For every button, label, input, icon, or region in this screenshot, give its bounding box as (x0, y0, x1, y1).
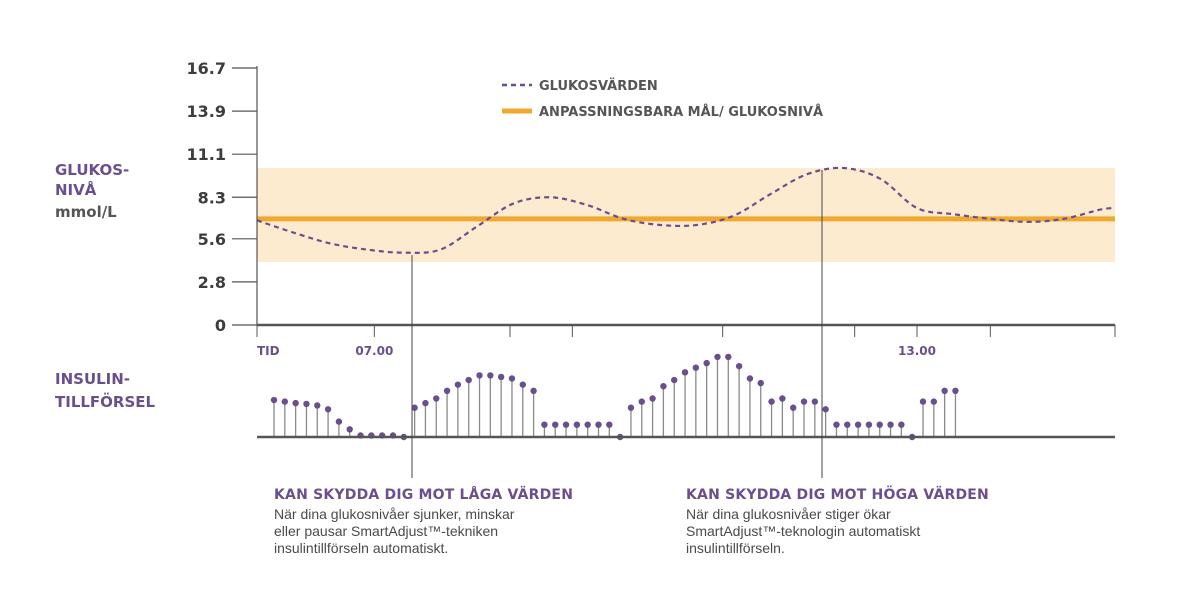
insulin-stem-dot (335, 418, 343, 425)
insulin-stem-dot (768, 398, 775, 405)
x-tick-label: 07.00 (355, 344, 393, 358)
insulin-stem-dot (595, 421, 602, 428)
legend-label-target: ANPASSNINGSBARA MÅL/ GLUKOSNIVÅ (539, 104, 823, 120)
insulin-stem-dot (833, 421, 840, 428)
legend-label-glucose: GLUKOSVÄRDEN (539, 78, 658, 94)
y-tick-label: 0 (215, 316, 226, 335)
insulin-stem-dot (433, 395, 440, 402)
insulin-stem-dot (497, 373, 505, 381)
annotation-high-line-3: insulintillförseln. (686, 540, 785, 556)
insulin-stem-dot (898, 421, 905, 428)
insulin-stem-dot (790, 404, 797, 411)
annotation-high: KAN SKYDDA DIG MOT HÖGA VÄRDEN När dina … (686, 487, 1046, 557)
legend: GLUKOSVÄRDEN ANPASSNINGSBARA MÅL/ GLUKOS… (502, 78, 823, 120)
insulin-stem-dot (443, 387, 451, 394)
insulin-stem-dot (930, 398, 938, 405)
y-tick-label: 5.6 (198, 230, 226, 249)
y-tick-label: 16.7 (187, 59, 226, 78)
insulin-title-line-1: INSULIN- (55, 370, 130, 388)
annotation-low-line-2: eller pausar SmartAdjust™-tekniken (274, 523, 499, 539)
insulin-stem-dot (714, 353, 721, 361)
insulin-stem-dot (854, 421, 862, 428)
insulin-stem-dot (865, 421, 873, 428)
annotation-low-line-3: insulintillförseln automatiskt. (274, 540, 449, 556)
x-tick-label: 13.00 (898, 344, 936, 358)
y-axis-unit: mmol/L (55, 203, 117, 221)
insulin-stem-dot (292, 399, 299, 407)
insulin-stem-dot (530, 387, 537, 394)
insulin-stem-dot (725, 353, 732, 361)
insulin-stem-dot (746, 375, 754, 382)
insulin-stem-dot (508, 375, 516, 382)
insulin-stem-dot (552, 421, 559, 428)
insulin-stem-dot (703, 359, 710, 367)
insulin-stem-dot (314, 402, 321, 409)
annotation-low-line-1: När dina glukosnivåer sjunker, minskar (274, 506, 515, 522)
insulin-stem-dot (671, 376, 678, 384)
insulin-stem-dot (303, 400, 310, 408)
y-axis-title-line-1: GLUKOS- (55, 161, 129, 179)
insulin-stem-dot (627, 404, 635, 411)
y-tick-label: 2.8 (198, 273, 226, 292)
insulin-stem-dot (411, 404, 418, 411)
insulin-stem-dot (941, 387, 948, 394)
annotation-low-title: KAN SKYDDA DIG MOT LÅGA VÄRDEN (274, 487, 574, 503)
insulin-stem-dot (573, 421, 581, 428)
insulin-stem-dot (519, 381, 526, 388)
insulin-stem-dot (800, 398, 808, 405)
insulin-stem-dot (584, 421, 591, 428)
insulin-stem-dot (952, 387, 959, 394)
x-axis-labels: TID 07.00 13.00 (257, 344, 936, 358)
annotation-low: KAN SKYDDA DIG MOT LÅGA VÄRDEN När dina … (274, 487, 634, 557)
insulin-stem-dot (562, 421, 570, 428)
insulin-stem-dot (487, 372, 494, 379)
y-axis-title-line-2: NIVÅ (55, 180, 97, 199)
insulin-stem-dot (346, 426, 353, 433)
target-range-band (257, 168, 1115, 262)
insulin-stem-dot (649, 395, 656, 402)
insulin-stem-dot (422, 399, 429, 407)
insulin-stem-dot (681, 369, 689, 376)
annotation-high-line-1: När dina glukosnivåer stiger ökar (686, 506, 891, 522)
insulin-stem-dot (811, 398, 819, 405)
x-axis-ticks (256, 325, 1116, 337)
y-tick-label: 8.3 (198, 188, 226, 207)
insulin-stem-dot (541, 421, 548, 428)
insulin-stem-dot (735, 362, 743, 370)
insulin-stem-dot (660, 382, 667, 390)
insulin-stem-dot (465, 376, 472, 384)
insulin-stem-dot (606, 421, 613, 428)
insulin-stem-dot (876, 421, 883, 428)
annotation-high-line-2: SmartAdjust™-teknologin automatiskt (686, 523, 921, 539)
x-tick-label: TID (257, 344, 280, 358)
insulin-stem-dot (324, 406, 332, 413)
insulin-stem-dot (476, 372, 483, 379)
insulin-stem-dot (281, 398, 289, 405)
y-axis-ticks: 16.7 13.9 11.1 8.3 5.6 2.8 0 (187, 59, 257, 335)
y-tick-label: 13.9 (187, 102, 226, 121)
y-tick-label: 11.1 (187, 145, 226, 164)
insulin-stem-dot (844, 421, 851, 428)
insulin-stem-dot (638, 398, 645, 405)
insulin-stem-dot (822, 406, 829, 413)
insulin-stems (270, 353, 959, 441)
insulin-stem-dot (887, 421, 894, 428)
insulin-stem-dot (454, 381, 462, 388)
insulin-stem-dot (270, 396, 278, 404)
annotation-high-title: KAN SKYDDA DIG MOT HÖGA VÄRDEN (686, 487, 989, 503)
insulin-stem-dot (779, 395, 786, 402)
insulin-stem-dot (919, 398, 927, 405)
glucose-curve (256, 166, 1116, 254)
insulin-title-line-2: TILLFÖRSEL (55, 392, 156, 411)
insulin-stem-dot (692, 364, 700, 371)
insulin-stem-dot (757, 379, 764, 387)
